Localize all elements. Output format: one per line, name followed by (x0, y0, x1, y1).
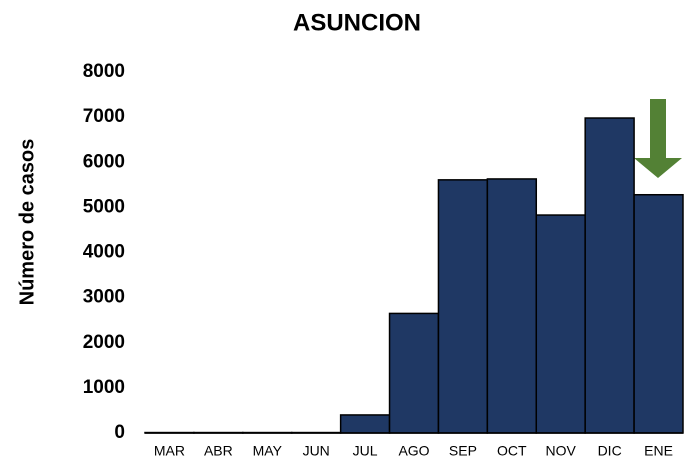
x-tick-label: JUL (353, 443, 378, 459)
x-tick-label: JUN (303, 443, 330, 459)
bar (584, 117, 635, 434)
y-tick-label: 2000 (83, 332, 125, 353)
x-tick-label: NOV (546, 443, 577, 459)
bar (486, 178, 538, 434)
bar (388, 312, 440, 434)
x-tick-label: ABR (204, 443, 233, 459)
arrow-annotation (634, 99, 682, 178)
chart-title: ASUNCION (293, 9, 421, 36)
x-tick-label: SEP (449, 443, 477, 459)
x-tick-label: AGO (398, 443, 429, 459)
x-tick-label: ENE (644, 443, 673, 459)
y-axis-title: Número de casos (16, 139, 38, 306)
x-tick-label: MAR (154, 443, 185, 459)
bar (633, 193, 684, 434)
y-tick-label: 1000 (83, 377, 125, 398)
y-tick-label: 0 (114, 422, 125, 443)
bar (339, 414, 391, 434)
x-tick-label: OCT (497, 443, 527, 459)
x-tick-label: MAY (253, 443, 283, 459)
y-tick-label: 5000 (83, 196, 125, 217)
y-tick-label: 8000 (83, 61, 125, 82)
y-tick-label: 7000 (83, 106, 125, 127)
bar (437, 179, 489, 434)
y-tick-label: 3000 (83, 287, 125, 308)
x-tick-label: DIC (598, 443, 622, 459)
bar (535, 214, 586, 434)
y-tick-label: 4000 (83, 242, 125, 263)
y-tick-label: 6000 (83, 151, 125, 172)
